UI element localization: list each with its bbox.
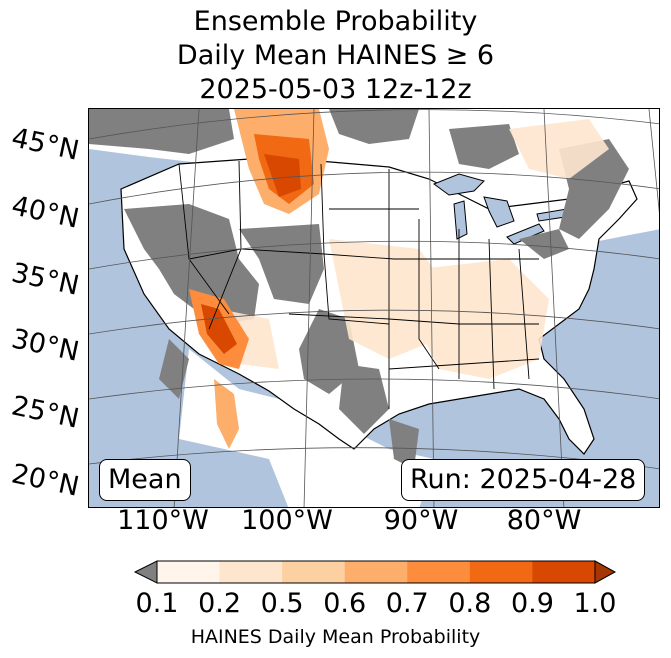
colorbar-segment (469, 561, 533, 583)
colorbar (133, 560, 617, 584)
colorbar-segment (344, 561, 408, 583)
mexico-land (179, 349, 434, 507)
lat-label-35: 35°N (8, 257, 82, 302)
colorbar-tick-label: 0.2 (198, 588, 242, 619)
lat-label-40: 40°N (8, 190, 82, 235)
graticule (89, 109, 659, 507)
lon-label-90w: 90°W (383, 505, 459, 536)
lat-label-30: 30°N (8, 323, 82, 368)
lake-erie (506, 223, 545, 245)
lake-michigan (453, 200, 468, 240)
chart-title-line1: Ensemble Probability (193, 6, 478, 37)
lake-superior (432, 173, 485, 196)
colorbar-segment (219, 561, 283, 583)
lake-huron (483, 196, 515, 228)
chart-title-line3: 2025-05-03 12z-12z (199, 74, 472, 105)
colorbar-tick-label: 0.8 (448, 588, 492, 619)
colorbar-segments (157, 561, 596, 583)
mean-box: Mean (99, 459, 191, 501)
lon-label-80w: 80°W (506, 505, 582, 536)
colorbar-under-arrow (133, 560, 158, 584)
colorbar-tick-label: 1.0 (573, 588, 617, 619)
colorbar-segment (532, 561, 596, 583)
colorbar-tick-label: 0.1 (135, 588, 179, 619)
map-panel: Mean Run: 2025-04-28 (88, 108, 660, 508)
run-date-box: Run: 2025-04-28 (401, 459, 646, 501)
colorbar-segment (157, 561, 221, 583)
state-borders (178, 160, 540, 409)
colorbar-outline (156, 560, 596, 584)
colorbar-segment (407, 561, 471, 583)
colorbar-tick-label: 0.7 (385, 588, 429, 619)
lat-label-25: 25°N (8, 390, 82, 435)
lat-label-20: 20°N (8, 458, 82, 503)
colorbar-tick-label: 0.6 (323, 588, 367, 619)
colorbar-tick-label: 0.9 (510, 588, 554, 619)
colorbar-label: HAINES Daily Mean Probability (190, 626, 481, 648)
colorbar-over-arrow (594, 560, 617, 584)
lon-label-110w: 110°W (117, 505, 209, 536)
chart-title-line2: Daily Mean HAINES ≥ 6 (176, 40, 495, 71)
conus-map (89, 109, 659, 507)
colorbar-segment (282, 561, 346, 583)
lat-label-45: 45°N (8, 122, 82, 167)
lon-label-100w: 100°W (241, 505, 333, 536)
colorbar-tick-label: 0.5 (260, 588, 304, 619)
prob-high-areas (189, 109, 329, 449)
